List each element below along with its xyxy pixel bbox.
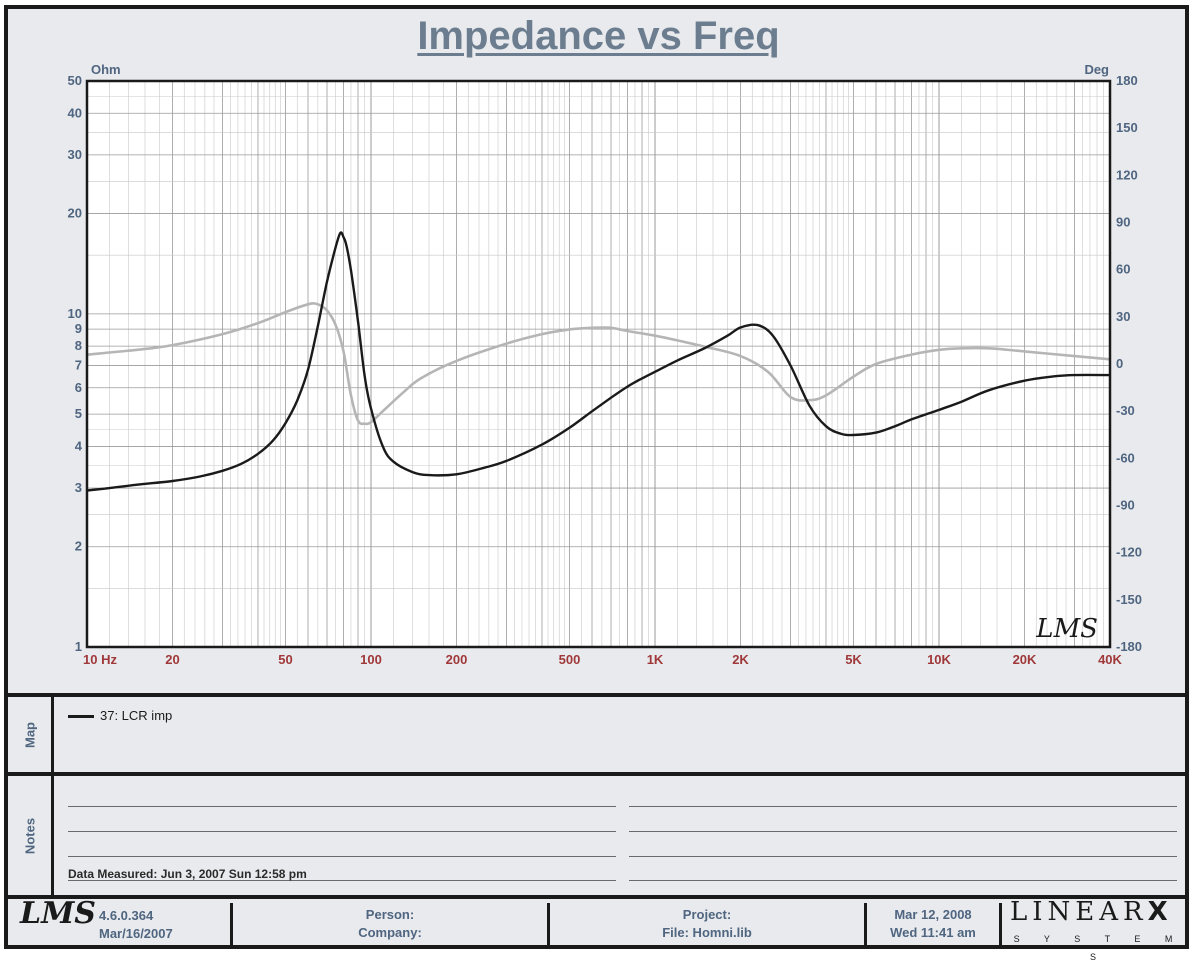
x-tick-label: 100 — [360, 652, 382, 667]
footer-version-cell: LMS 4.6.0.364 Mar/16/2007 — [8, 896, 233, 945]
y-right-tick-label: 60 — [1116, 262, 1130, 277]
y-left-tick-label: 7 — [75, 357, 82, 372]
legend-entry: 37: LCR imp — [100, 708, 173, 723]
report-time: Wed 11:41 am — [890, 925, 976, 940]
project-label: Project: — [682, 907, 732, 922]
series-group — [86, 231, 1111, 492]
plot-border — [85, 79, 1112, 649]
y-right-tick-label: 90 — [1116, 215, 1130, 230]
y-left-tick-label: 10 — [68, 306, 82, 321]
y-left-tick-label: 4 — [75, 438, 83, 453]
notes-tab: Notes — [8, 776, 54, 895]
y-left-tick-label: 50 — [68, 73, 82, 88]
impedance-chart: 1 2 3 4 5 6 7 8 910 20 30 40 50 180 150 120 90 60 30 0 -30 -… — [68, 62, 1143, 667]
x-tick-label: 1K — [647, 652, 664, 667]
software-version: 4.6.0.364 — [99, 908, 154, 923]
y-left-tick-label: 40 — [68, 105, 82, 120]
right-axis-ticks: 180 150 120 90 60 30 0 -30 -60 -90 -120 -150 -180 — [1116, 73, 1142, 654]
x-tick-label: 40K — [1098, 652, 1122, 667]
lms-logo: LMS — [20, 896, 96, 931]
note-line — [68, 856, 616, 857]
map-tab: Map — [8, 697, 54, 772]
y-right-tick-label: 30 — [1116, 309, 1130, 324]
y-left-tick-label: 8 — [75, 338, 82, 353]
right-axis-label: Deg — [1084, 62, 1109, 77]
y-right-tick-label: 0 — [1116, 356, 1123, 371]
notes-tab-label: Notes — [22, 817, 37, 854]
file-label: File: Homni.lib — [662, 925, 752, 940]
x-tick-label: 10 Hz — [83, 652, 117, 667]
note-line — [629, 831, 1177, 832]
y-right-tick-label: -180 — [1116, 639, 1142, 654]
software-date: Mar/16/2007 — [99, 926, 173, 941]
x-tick-label: 2K — [732, 652, 749, 667]
note-line — [68, 831, 616, 832]
note-line — [629, 856, 1177, 857]
note-line — [629, 806, 1177, 807]
plot-background — [87, 81, 1110, 647]
legend: 37: LCR imp — [68, 708, 172, 723]
y-left-tick-label: 6 — [75, 380, 82, 395]
separator-notes-footer — [8, 895, 1185, 899]
note-line — [68, 880, 616, 881]
note-line — [68, 806, 616, 807]
person-label: Person: — [365, 907, 415, 922]
left-axis-ticks: 1 2 3 4 5 6 7 8 910 20 30 40 50 — [68, 73, 83, 654]
data-measured-note: Data Measured: Jun 3, 2007 Sun 12:58 pm — [68, 867, 307, 881]
report-date: Mar 12, 2008 — [894, 907, 972, 922]
bottom-axis-ticks: 10 Hz 20 50 100 200 500 1K 2K 5K 10K 20K 40K — [83, 652, 1123, 667]
x-tick-label: 5K — [845, 652, 862, 667]
x-tick-label: 500 — [559, 652, 581, 667]
x-tick-label: 20K — [1013, 652, 1037, 667]
brand-systems: S Y S T E M S — [1013, 934, 1184, 962]
x-tick-label: 50 — [278, 652, 292, 667]
y-left-tick-label: 9 — [75, 321, 82, 336]
chart-title: Impedance vs Freq — [417, 14, 780, 58]
y-right-tick-label: 120 — [1116, 167, 1138, 182]
footer-brand-cell: LINEARX S Y S T E M S — [1002, 899, 1185, 962]
map-tab-label: Map — [22, 721, 37, 748]
y-right-tick-label: -120 — [1116, 545, 1142, 560]
phase-series-line — [86, 302, 1111, 426]
x-tick-label: 200 — [446, 652, 468, 667]
y-left-tick-label: 20 — [68, 206, 82, 221]
left-axis-label: Ohm — [91, 62, 121, 77]
plot-grid — [86, 81, 1111, 648]
y-left-tick-label: 1 — [75, 639, 82, 654]
footer-project-cell: Project: File: Homni.lib — [550, 903, 867, 945]
company-label: Company: — [358, 925, 422, 940]
separator-chart-map — [8, 693, 1185, 697]
y-right-tick-label: -150 — [1116, 592, 1142, 607]
y-right-tick-label: -90 — [1116, 498, 1135, 513]
lms-watermark: LMS — [1035, 614, 1098, 644]
y-right-tick-label: 180 — [1116, 73, 1138, 88]
y-right-tick-label: -30 — [1116, 403, 1135, 418]
y-left-tick-label: 5 — [75, 406, 82, 421]
y-left-tick-label: 2 — [75, 539, 82, 554]
separator-map-notes — [8, 772, 1185, 776]
brand-linear-text: LINEAR — [1010, 897, 1148, 927]
y-right-tick-label: 150 — [1116, 120, 1138, 135]
y-left-tick-label: 3 — [75, 480, 82, 495]
brand-x: X — [1147, 897, 1168, 927]
impedance-series-line — [86, 231, 1111, 492]
x-tick-label: 20 — [165, 652, 179, 667]
footer-date-cell: Mar 12, 2008 Wed 11:41 am — [867, 903, 1002, 945]
x-tick-label: 10K — [927, 652, 951, 667]
footer-person-cell: Person: Company: — [233, 903, 550, 945]
legend-swatch — [68, 715, 94, 719]
y-right-tick-label: -60 — [1116, 450, 1135, 465]
y-left-tick-label: 30 — [68, 147, 82, 162]
brand-linear: LINEARX — [1010, 899, 1168, 925]
note-line — [629, 880, 1177, 881]
